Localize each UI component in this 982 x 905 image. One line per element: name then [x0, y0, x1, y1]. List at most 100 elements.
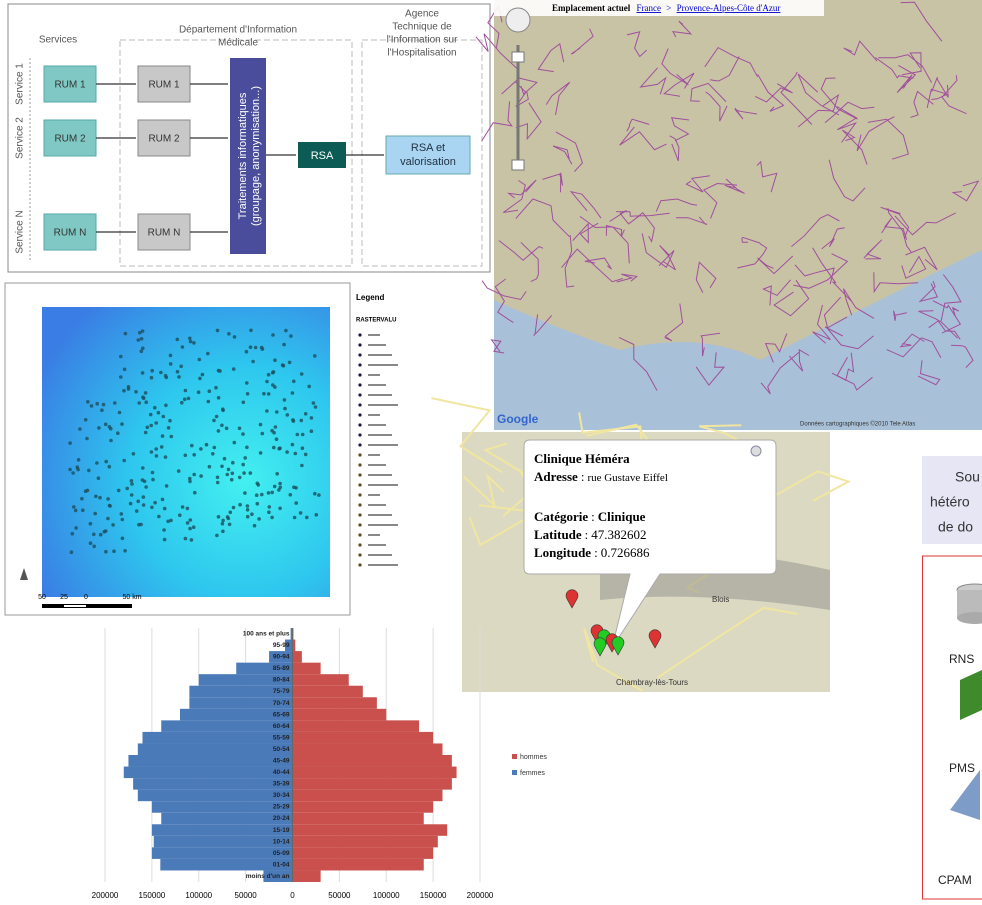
point — [122, 389, 126, 393]
category-label: 60-64 — [273, 723, 290, 730]
point — [198, 377, 202, 381]
rum-label: RUM 2 — [54, 134, 86, 145]
point — [141, 329, 145, 333]
point — [146, 426, 150, 430]
point — [216, 476, 220, 480]
output-label: RSA et — [411, 142, 445, 154]
legend-text-placeholder — [368, 454, 380, 456]
legend-text-placeholder — [368, 474, 392, 476]
point — [198, 358, 202, 362]
point — [260, 346, 264, 350]
point — [160, 445, 164, 449]
point — [270, 491, 274, 495]
bar — [138, 743, 293, 755]
point — [265, 380, 269, 384]
point — [282, 343, 286, 347]
close-button[interactable] — [751, 446, 761, 456]
point — [259, 423, 263, 427]
title-line: Sou — [955, 469, 980, 485]
point — [213, 446, 217, 450]
point — [121, 537, 125, 541]
point — [142, 495, 146, 499]
point — [241, 463, 245, 467]
point — [125, 487, 129, 491]
legend-symbol — [358, 343, 361, 346]
point — [149, 413, 153, 417]
point — [94, 495, 98, 499]
breadcrumb-link[interactable]: France — [636, 3, 661, 13]
point — [231, 472, 235, 476]
point — [141, 395, 145, 399]
point — [151, 478, 155, 482]
bar — [293, 847, 434, 859]
point — [154, 421, 158, 425]
service-label: Service N — [15, 210, 26, 253]
point — [112, 549, 116, 553]
processing-label: (groupage, anonymisation...) — [250, 86, 262, 226]
point — [221, 407, 225, 411]
x-tick-label: 200000 — [467, 891, 494, 900]
point — [108, 504, 112, 508]
point — [228, 523, 232, 527]
point — [192, 473, 196, 477]
breadcrumb-link[interactable]: Provence-Alpes-Côte d'Azur — [677, 3, 781, 13]
point — [283, 398, 287, 402]
x-tick-label: 100000 — [373, 891, 400, 900]
point — [232, 506, 236, 510]
legend-text-placeholder — [368, 384, 386, 386]
point — [314, 405, 318, 409]
point — [233, 441, 237, 445]
legend-text-placeholder — [368, 424, 386, 426]
legend-symbol — [358, 403, 361, 406]
bar — [293, 674, 349, 686]
point — [283, 407, 287, 411]
category-label: 20-24 — [273, 815, 290, 822]
point — [95, 461, 99, 465]
point — [249, 345, 253, 349]
zoom-in[interactable] — [512, 52, 524, 62]
point — [134, 390, 138, 394]
zoom-out[interactable] — [512, 160, 524, 170]
point — [184, 537, 188, 541]
point — [230, 478, 234, 482]
point — [313, 492, 317, 496]
bar — [293, 790, 443, 802]
point — [164, 404, 168, 408]
column-title: Services — [39, 35, 77, 46]
point — [72, 505, 76, 509]
legend-symbol — [358, 393, 361, 396]
point — [119, 355, 123, 359]
point — [214, 386, 218, 390]
legend-text-placeholder — [368, 394, 392, 396]
bar — [293, 720, 420, 732]
bar — [293, 651, 302, 663]
category-label: 80-84 — [273, 677, 290, 684]
point — [162, 528, 166, 532]
diagram-panel: Services Département d'Information Médic… — [8, 4, 490, 272]
pan-control[interactable] — [506, 8, 530, 32]
legend-symbol — [358, 503, 361, 506]
legend-text-placeholder — [368, 504, 386, 506]
point — [262, 392, 266, 396]
point — [190, 538, 194, 542]
point — [154, 447, 158, 451]
point — [301, 446, 305, 450]
point — [310, 429, 314, 433]
point — [157, 411, 161, 415]
x-tick-label: 0 — [290, 891, 295, 900]
legend-layer: RASTERVALU — [356, 318, 396, 324]
point — [140, 337, 144, 341]
scale-label: 50 km — [122, 594, 141, 601]
point — [207, 400, 211, 404]
place-label: Blois — [712, 595, 729, 604]
bar — [293, 755, 452, 767]
point — [192, 453, 196, 457]
point — [163, 538, 167, 542]
point — [192, 525, 196, 529]
category-label: 50-54 — [273, 746, 290, 753]
legend-symbol — [358, 353, 361, 356]
point — [130, 493, 134, 497]
legend-symbol — [358, 533, 361, 536]
point — [144, 400, 148, 404]
scale-bar — [42, 604, 132, 608]
